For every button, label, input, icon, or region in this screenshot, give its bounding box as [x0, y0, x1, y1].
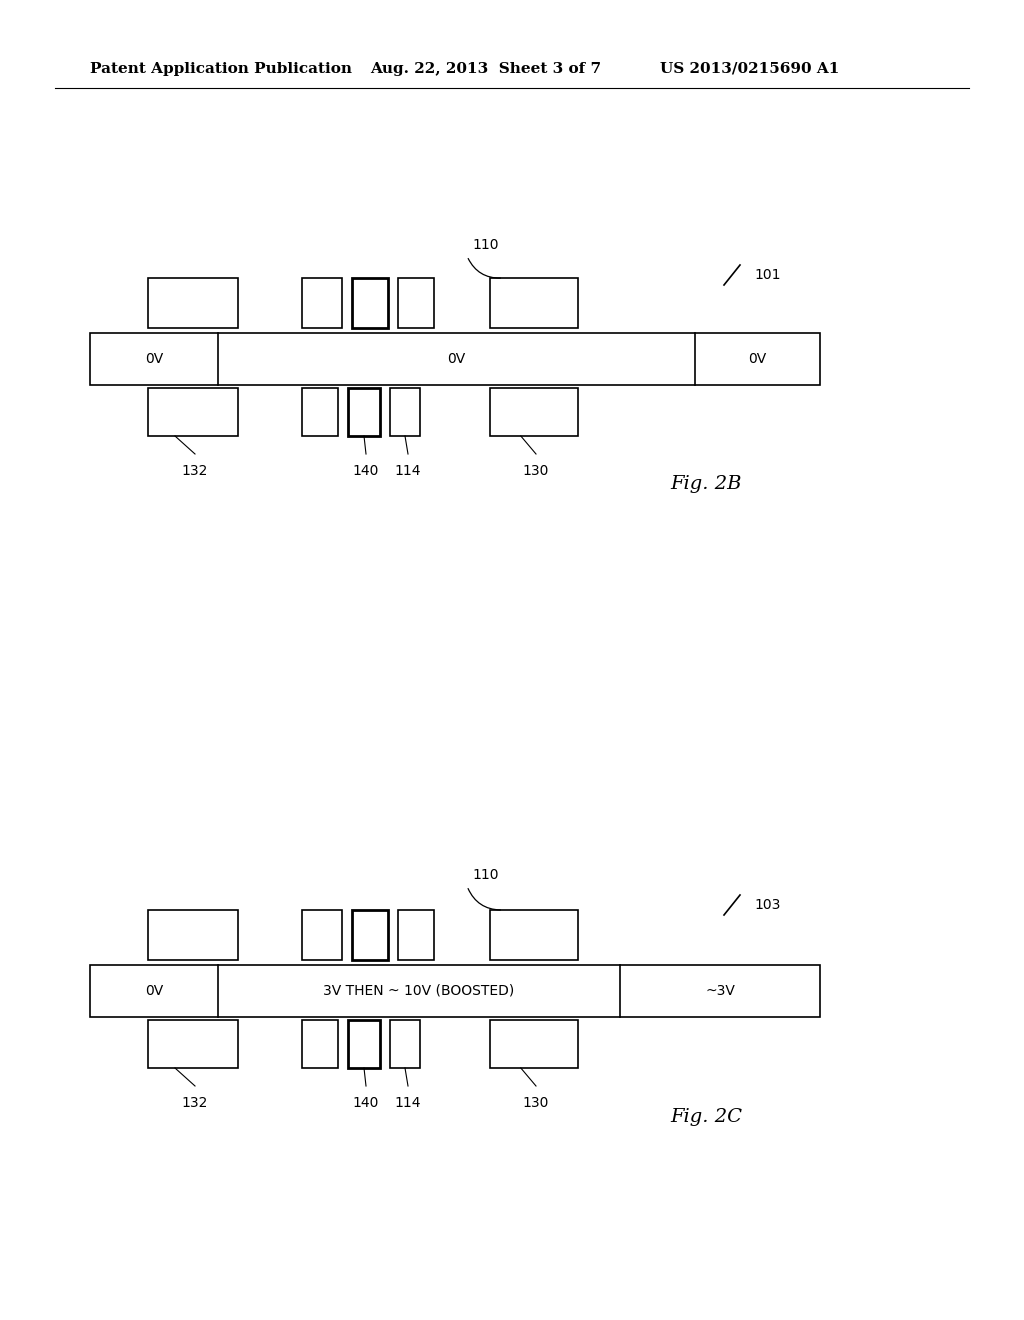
- Text: 132: 132: [182, 465, 208, 478]
- Text: 114: 114: [394, 465, 421, 478]
- Bar: [302, 388, 338, 436]
- Bar: [490, 909, 578, 960]
- Bar: [302, 1020, 338, 1068]
- Text: 3V THEN ~ 10V (BOOSTED): 3V THEN ~ 10V (BOOSTED): [324, 983, 515, 998]
- Text: 0V: 0V: [144, 983, 163, 998]
- Bar: [390, 388, 420, 436]
- Bar: [490, 388, 578, 436]
- Bar: [148, 1020, 238, 1068]
- Bar: [490, 1020, 578, 1068]
- Text: 110: 110: [472, 238, 499, 252]
- Text: 132: 132: [182, 1096, 208, 1110]
- Text: Fig. 2C: Fig. 2C: [670, 1107, 742, 1126]
- Text: 0V: 0V: [749, 352, 767, 366]
- Bar: [398, 909, 434, 960]
- Text: 103: 103: [754, 898, 780, 912]
- Text: 0V: 0V: [144, 352, 163, 366]
- Text: 0V: 0V: [447, 352, 466, 366]
- Bar: [348, 388, 380, 436]
- Text: Patent Application Publication: Patent Application Publication: [90, 62, 352, 77]
- Bar: [302, 279, 342, 327]
- Bar: [348, 1020, 380, 1068]
- Text: 110: 110: [472, 869, 499, 882]
- Text: US 2013/0215690 A1: US 2013/0215690 A1: [660, 62, 840, 77]
- Text: Fig. 2B: Fig. 2B: [670, 475, 741, 492]
- Text: Aug. 22, 2013  Sheet 3 of 7: Aug. 22, 2013 Sheet 3 of 7: [370, 62, 601, 77]
- Text: 101: 101: [754, 268, 780, 282]
- Text: 140: 140: [353, 1096, 379, 1110]
- Bar: [148, 909, 238, 960]
- Bar: [398, 279, 434, 327]
- Bar: [148, 388, 238, 436]
- Bar: [490, 279, 578, 327]
- Bar: [352, 909, 388, 960]
- Bar: [148, 279, 238, 327]
- Text: 114: 114: [394, 1096, 421, 1110]
- Bar: [90, 333, 820, 385]
- Bar: [352, 279, 388, 327]
- Bar: [390, 1020, 420, 1068]
- Text: ~3V: ~3V: [706, 983, 735, 998]
- Text: 130: 130: [523, 465, 549, 478]
- Text: 140: 140: [353, 465, 379, 478]
- Text: 130: 130: [523, 1096, 549, 1110]
- Bar: [302, 909, 342, 960]
- Bar: [90, 965, 820, 1016]
